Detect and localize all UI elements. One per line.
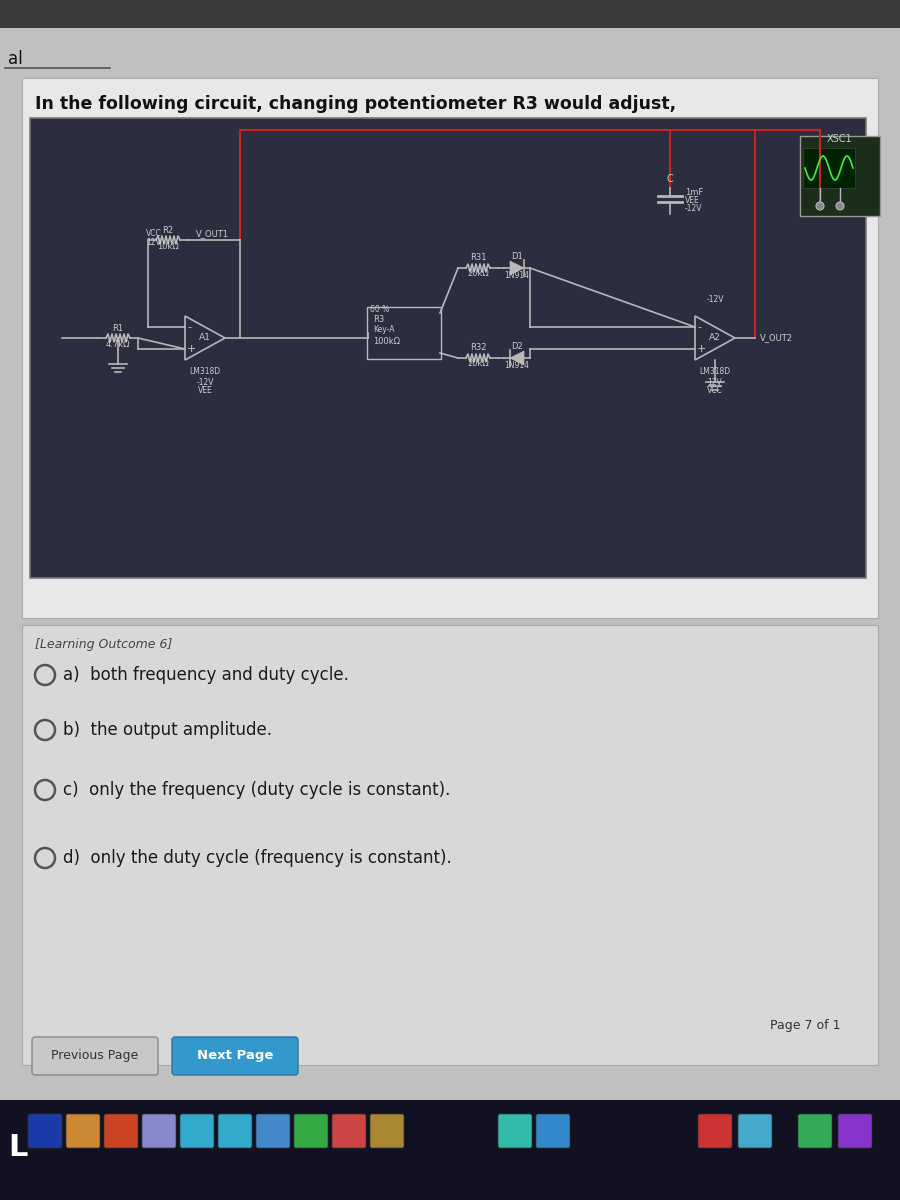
Text: 1mF: 1mF bbox=[685, 188, 703, 197]
FancyBboxPatch shape bbox=[256, 1114, 290, 1148]
Text: 100kΩ: 100kΩ bbox=[373, 337, 400, 346]
Text: LM318D: LM318D bbox=[189, 367, 220, 376]
Text: VEE: VEE bbox=[198, 386, 212, 395]
FancyBboxPatch shape bbox=[798, 1114, 832, 1148]
Text: D2: D2 bbox=[511, 342, 523, 350]
Circle shape bbox=[816, 202, 824, 210]
Text: VEE: VEE bbox=[685, 196, 700, 205]
Text: V_OUT2: V_OUT2 bbox=[760, 334, 793, 342]
Text: b)  the output amplitude.: b) the output amplitude. bbox=[63, 721, 272, 739]
Text: 60 %: 60 % bbox=[370, 305, 389, 314]
Text: d)  only the duty cycle (frequency is constant).: d) only the duty cycle (frequency is con… bbox=[63, 850, 452, 866]
Text: 1N914: 1N914 bbox=[505, 361, 529, 370]
Text: R3: R3 bbox=[373, 314, 384, 324]
Text: 20kΩ: 20kΩ bbox=[467, 359, 489, 368]
Circle shape bbox=[836, 202, 844, 210]
Text: Page 7 of 1: Page 7 of 1 bbox=[770, 1019, 841, 1032]
FancyBboxPatch shape bbox=[800, 136, 880, 216]
Text: R31: R31 bbox=[470, 253, 486, 262]
FancyBboxPatch shape bbox=[498, 1114, 532, 1148]
Text: 12V: 12V bbox=[707, 378, 723, 386]
Text: 12V: 12V bbox=[146, 238, 161, 247]
FancyBboxPatch shape bbox=[142, 1114, 176, 1148]
Text: V_OUT1: V_OUT1 bbox=[196, 229, 229, 238]
Text: XSC1: XSC1 bbox=[827, 134, 853, 144]
Text: 10kΩ: 10kΩ bbox=[158, 242, 179, 251]
FancyBboxPatch shape bbox=[22, 625, 878, 1066]
Text: In the following circuit, changing potentiometer R3 would adjust,: In the following circuit, changing poten… bbox=[35, 95, 676, 113]
Text: R1: R1 bbox=[112, 324, 123, 332]
Text: -: - bbox=[697, 322, 701, 332]
FancyBboxPatch shape bbox=[0, 0, 900, 28]
FancyBboxPatch shape bbox=[22, 78, 878, 618]
Text: R32: R32 bbox=[470, 343, 486, 352]
FancyBboxPatch shape bbox=[66, 1114, 100, 1148]
FancyBboxPatch shape bbox=[0, 1100, 900, 1200]
Text: +: + bbox=[187, 344, 196, 354]
Text: 4.7kΩ: 4.7kΩ bbox=[106, 340, 130, 349]
Text: Previous Page: Previous Page bbox=[51, 1050, 139, 1062]
Text: c)  only the frequency (duty cycle is constant).: c) only the frequency (duty cycle is con… bbox=[63, 781, 450, 799]
FancyBboxPatch shape bbox=[294, 1114, 328, 1148]
FancyBboxPatch shape bbox=[218, 1114, 252, 1148]
FancyBboxPatch shape bbox=[803, 148, 855, 188]
Text: A2: A2 bbox=[709, 334, 721, 342]
FancyBboxPatch shape bbox=[838, 1114, 872, 1148]
Text: 20kΩ: 20kΩ bbox=[467, 269, 489, 278]
Text: -: - bbox=[187, 322, 191, 332]
FancyBboxPatch shape bbox=[370, 1114, 404, 1148]
Text: Next Page: Next Page bbox=[197, 1050, 274, 1062]
FancyBboxPatch shape bbox=[30, 118, 866, 578]
FancyBboxPatch shape bbox=[698, 1114, 732, 1148]
Text: Key-A: Key-A bbox=[373, 325, 394, 334]
FancyBboxPatch shape bbox=[180, 1114, 214, 1148]
FancyBboxPatch shape bbox=[738, 1114, 772, 1148]
Text: R2: R2 bbox=[162, 226, 174, 235]
FancyBboxPatch shape bbox=[28, 1114, 62, 1148]
FancyBboxPatch shape bbox=[172, 1037, 298, 1075]
Text: -12V: -12V bbox=[685, 204, 703, 214]
Text: LM318D: LM318D bbox=[699, 367, 731, 376]
FancyBboxPatch shape bbox=[332, 1114, 366, 1148]
Text: D1: D1 bbox=[511, 252, 523, 260]
Text: [Learning Outcome 6]: [Learning Outcome 6] bbox=[35, 638, 173, 650]
Polygon shape bbox=[510, 260, 524, 275]
FancyBboxPatch shape bbox=[32, 1037, 158, 1075]
Text: VCC: VCC bbox=[707, 386, 723, 395]
Text: A1: A1 bbox=[199, 334, 211, 342]
Text: -12V: -12V bbox=[196, 378, 214, 386]
Text: VCC: VCC bbox=[146, 229, 162, 238]
Text: L: L bbox=[8, 1134, 27, 1163]
Text: a)  both frequency and duty cycle.: a) both frequency and duty cycle. bbox=[63, 666, 349, 684]
Text: +: + bbox=[697, 344, 706, 354]
FancyBboxPatch shape bbox=[536, 1114, 570, 1148]
Text: al: al bbox=[8, 50, 22, 68]
FancyBboxPatch shape bbox=[104, 1114, 138, 1148]
Text: -12V: -12V bbox=[706, 295, 724, 304]
Text: 1N914: 1N914 bbox=[505, 271, 529, 280]
FancyBboxPatch shape bbox=[0, 28, 900, 1118]
Polygon shape bbox=[510, 350, 524, 365]
Text: C: C bbox=[667, 174, 673, 184]
